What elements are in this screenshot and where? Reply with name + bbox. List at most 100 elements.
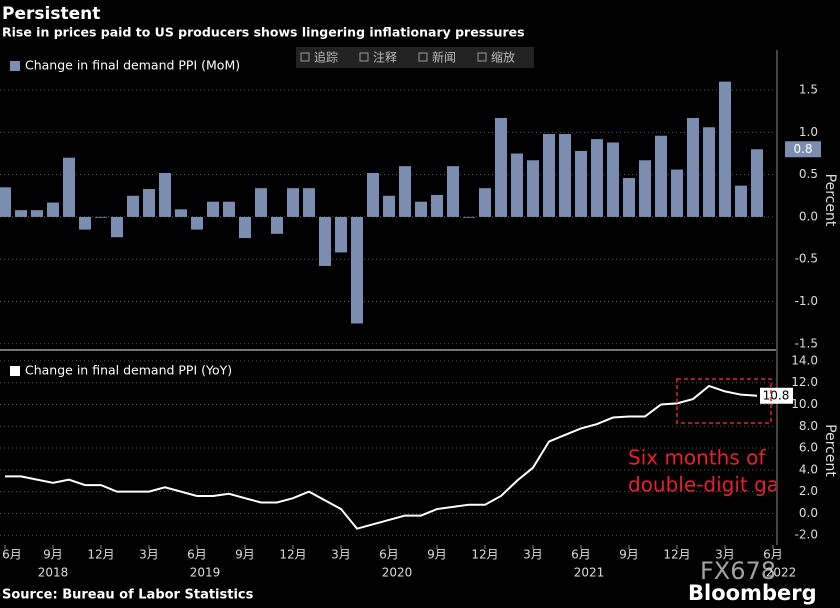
y-tick-label: -1.0 <box>795 294 818 308</box>
bar <box>639 160 651 217</box>
bar <box>399 166 411 217</box>
bar <box>367 172 379 217</box>
bar <box>127 195 139 217</box>
bar <box>383 195 395 217</box>
toolbar-icon <box>300 52 310 62</box>
bar <box>751 149 763 217</box>
x-tick-label: 3月 <box>523 548 543 562</box>
toolbar-icon <box>477 52 487 62</box>
y-axis-label: Percent <box>822 174 838 227</box>
legend-swatch <box>10 61 20 71</box>
bar <box>0 187 11 217</box>
y-tick-label: 12.0 <box>791 375 818 389</box>
bar <box>143 189 155 217</box>
bar <box>239 216 251 239</box>
toolbar-icon <box>418 52 428 62</box>
bar <box>175 209 187 217</box>
x-year-label: 2020 <box>382 566 413 580</box>
bar <box>479 188 491 217</box>
chart-title: Persistent <box>2 4 100 24</box>
x-tick-label: 12月 <box>471 548 498 562</box>
bar <box>287 188 299 217</box>
chart-subtitle: Rise in prices paid to US producers show… <box>2 25 525 40</box>
bar <box>703 127 715 217</box>
x-tick-label: 9月 <box>235 548 255 562</box>
y-tick-label: 6.0 <box>799 441 818 455</box>
bar <box>223 201 235 217</box>
y-tick-label: 0.0 <box>799 506 818 520</box>
bar <box>79 216 91 230</box>
bar <box>735 185 747 217</box>
y-tick-label: -0.5 <box>795 252 818 266</box>
y-tick-label: -2.0 <box>795 528 818 542</box>
annotation: Six months of <box>628 446 766 470</box>
y-tick-label: 1.0 <box>799 125 818 139</box>
x-tick-label: 3月 <box>715 548 735 562</box>
x-tick-label: 6月 <box>2 548 22 562</box>
bar <box>159 172 171 217</box>
bar <box>591 139 603 217</box>
bar <box>607 142 619 217</box>
bar <box>463 216 475 218</box>
bar <box>431 194 443 217</box>
legend-label: Change in final demand PPI (MoM) <box>25 58 240 73</box>
x-tick-label: 9月 <box>619 548 639 562</box>
bar <box>31 210 43 217</box>
last-value-label: 0.8 <box>793 142 812 156</box>
bar <box>191 216 203 230</box>
bar <box>495 117 507 217</box>
bar <box>719 81 731 217</box>
x-year-label: 2021 <box>574 566 605 580</box>
legend-label: Change in final demand PPI (YoY) <box>25 363 232 378</box>
x-tick-label: 9月 <box>43 548 63 562</box>
bar <box>559 134 571 217</box>
bar <box>527 160 539 217</box>
bar <box>63 157 75 217</box>
bar <box>655 135 667 217</box>
y-tick-label: 4.0 <box>799 462 818 476</box>
y-tick-label: 8.0 <box>799 419 818 433</box>
y-tick-label: 10.0 <box>791 397 818 411</box>
bar <box>95 216 107 218</box>
source: Source: Bureau of Labor Statistics <box>2 588 254 603</box>
x-tick-label: 12月 <box>279 548 306 562</box>
bar <box>447 166 459 217</box>
x-tick-label: 12月 <box>663 548 690 562</box>
bar <box>271 216 283 234</box>
bar <box>623 178 635 217</box>
bar <box>511 153 523 217</box>
bar <box>351 216 363 324</box>
x-year-label: 2019 <box>190 566 221 580</box>
x-tick-label: 6月 <box>379 548 399 562</box>
bar <box>415 201 427 217</box>
watermark: FX678 <box>700 557 776 585</box>
toolbar <box>296 47 534 68</box>
bar <box>303 188 315 217</box>
line <box>5 384 758 530</box>
toolbar-icon <box>359 52 369 62</box>
x-year-label: 2018 <box>38 566 69 580</box>
annotation-box <box>676 378 772 424</box>
toolbar-button[interactable]: 追踪 <box>314 50 338 65</box>
x-tick-label: 3月 <box>331 548 351 562</box>
bar <box>255 188 267 217</box>
toolbar-button[interactable]: 新闻 <box>432 50 456 65</box>
bar <box>671 169 683 217</box>
bar <box>543 134 555 217</box>
last-value-label: 10.8 <box>763 388 790 402</box>
bar <box>319 216 331 266</box>
y-tick-label: 0.0 <box>799 209 818 223</box>
x-tick-label: 9月 <box>427 548 447 562</box>
legend-swatch <box>10 366 20 376</box>
y-tick-label: 2.0 <box>799 484 818 498</box>
y-axis-label: Percent <box>822 424 838 477</box>
x-tick-label: 12月 <box>87 548 114 562</box>
toolbar-button[interactable]: 缩放 <box>491 50 515 65</box>
bar <box>111 216 123 238</box>
y-tick-label: 1.5 <box>799 83 818 97</box>
bar <box>575 150 587 217</box>
x-tick-label: 6月 <box>571 548 591 562</box>
annotation: double-digit ga <box>628 473 779 497</box>
toolbar-button[interactable]: 注释 <box>373 50 397 65</box>
